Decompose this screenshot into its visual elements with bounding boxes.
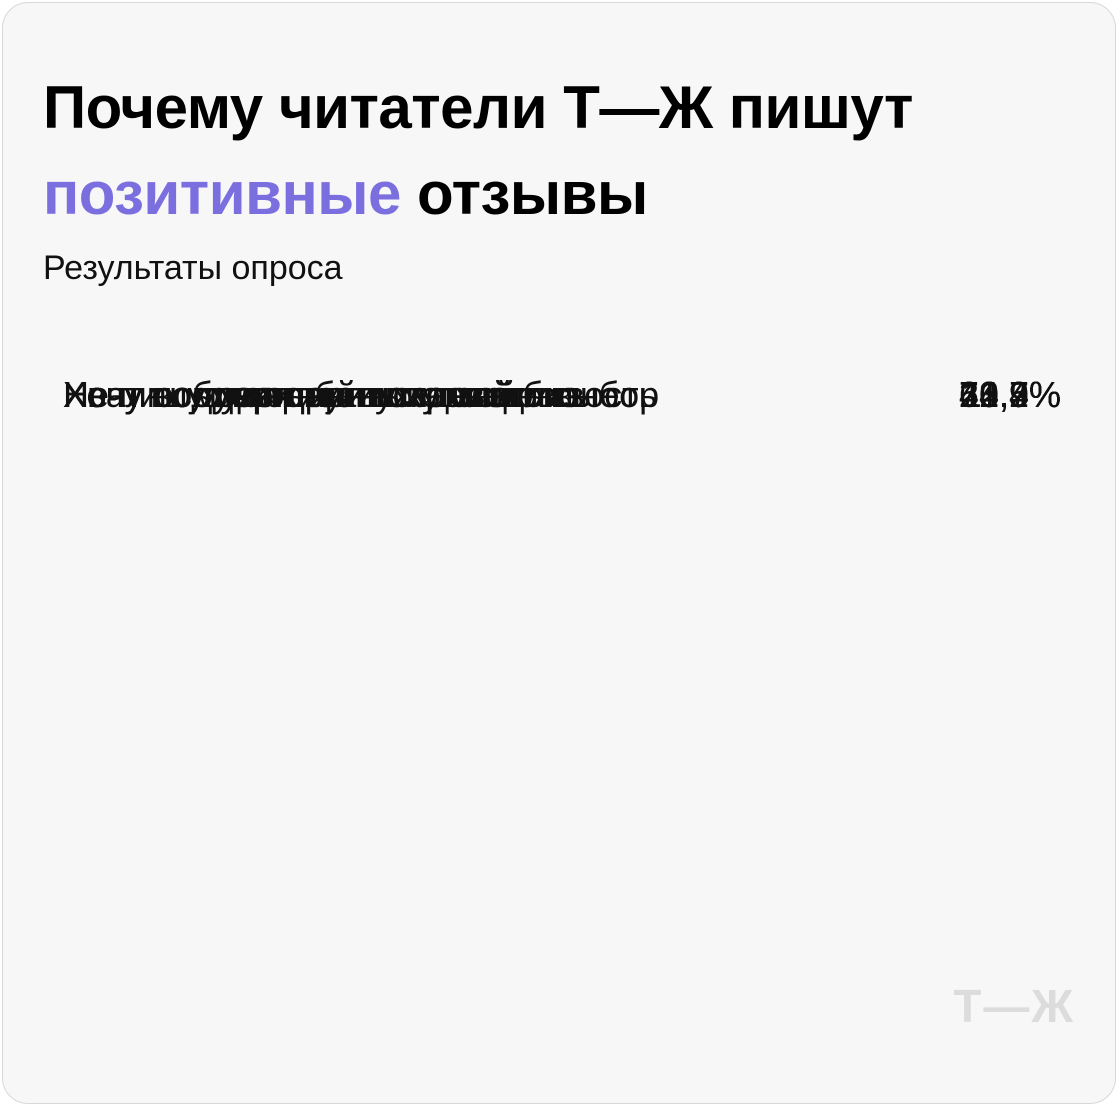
title-part: отзывы (416, 160, 648, 227)
value-label: 26,9% (958, 374, 1061, 415)
category-label: Хочу восстановить справедливость (63, 374, 658, 415)
category-label: Не пишу позитивных отзывов (63, 374, 557, 415)
value-label: 64,2% (958, 374, 1061, 415)
logo: Т—Ж (953, 980, 1075, 1032)
chart-subtitle: Результаты опроса (43, 249, 343, 287)
chart-title: Почему читатели Т—Ж пишут позитивные отз… (43, 65, 943, 237)
category-label: Хочу поблагодарить компанию (63, 374, 578, 415)
value-label: 2,9% (978, 374, 1061, 415)
category-label: Хочу помочь другим сделать выбор (63, 374, 660, 415)
category-label: Хочу поддерживать малый бизнес (63, 374, 638, 415)
title-part: позитивные (43, 160, 401, 227)
category-label: Хвалюсь удачной покупкой (63, 374, 516, 415)
value-label: 11,7% (961, 374, 1061, 415)
value-label: 73,4% (958, 374, 1061, 415)
category-label: Хочу получить бонус (63, 374, 411, 415)
value-label: 41,9% (958, 374, 1061, 415)
value-label: 20,5% (958, 374, 1061, 415)
title-part: Почему читатели Т—Ж пишут (43, 74, 913, 141)
